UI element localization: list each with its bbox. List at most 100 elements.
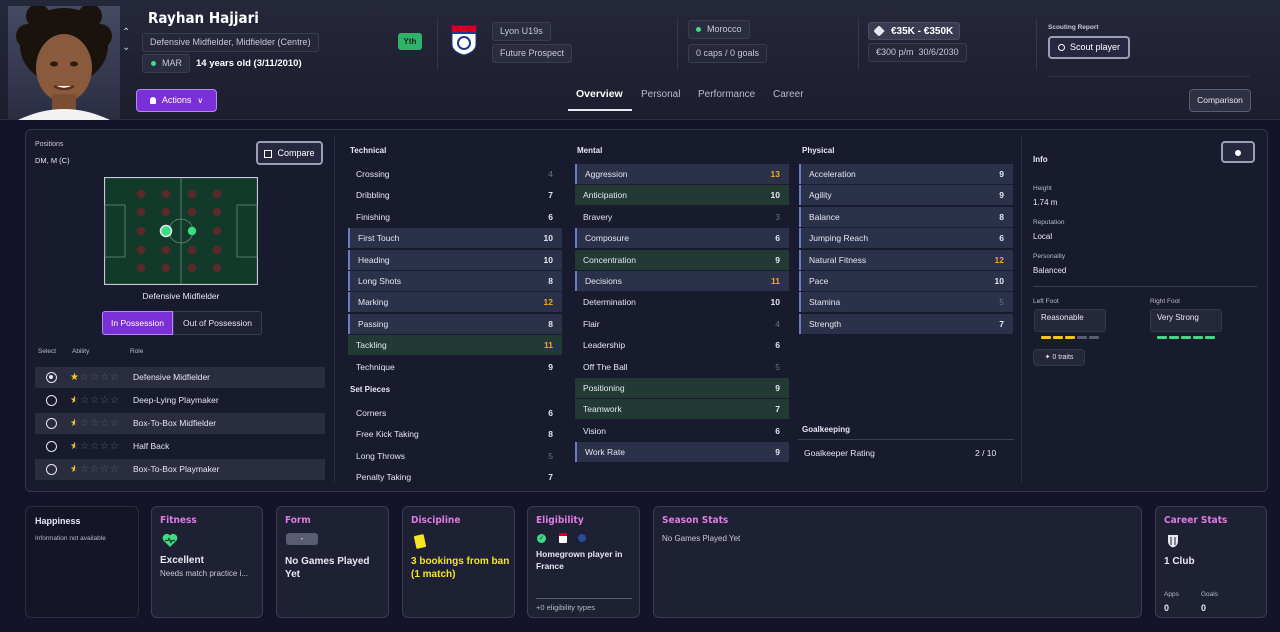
attribute-value: 9 [775,383,780,393]
attribute-name: Teamwork [583,404,622,415]
fitness-card[interactable]: Fitness Excellent Needs match practice i… [151,506,263,618]
star-icon: ☆ [100,395,109,406]
attribute-row-corners[interactable]: Corners 6 [348,403,562,423]
attribute-row-jumping-reach[interactable]: Jumping Reach 6 [799,228,1013,249]
technical-title: Technical [350,146,387,155]
attribute-value: 9 [999,190,1004,201]
attribute-row-flair[interactable]: Flair 4 [575,314,789,334]
out-of-possession-toggle[interactable]: Out of Possession [173,311,262,335]
attribute-row-anticipation[interactable]: Anticipation 10 [575,185,789,206]
federation-icon [578,534,586,542]
season-stats-card[interactable]: Season Stats No Games Played Yet [653,506,1142,618]
attribute-row-penalty-taking[interactable]: Penalty Taking 7 [348,467,562,487]
compare-button[interactable]: Compare [256,141,323,165]
attribute-row-vision[interactable]: Vision 6 [575,421,789,441]
role-radio[interactable] [46,395,57,406]
eligibility-title: Eligibility [536,515,584,526]
attribute-name: Acceleration [809,169,856,179]
shield-icon [1167,534,1179,553]
tab-performance[interactable]: Performance [698,89,756,100]
attribute-row-positioning[interactable]: Positioning 9 [575,378,789,398]
attribute-row-natural-fitness[interactable]: Natural Fitness 12 [799,249,1013,270]
star-icon: ☆ [90,441,99,452]
attribute-row-crossing[interactable]: Crossing 4 [348,164,562,184]
attribute-row-strength[interactable]: Strength 7 [799,313,1013,334]
attribute-row-aggression[interactable]: Aggression 13 [575,164,789,184]
happiness-card[interactable]: Happiness Information not available [25,506,139,618]
attribute-name: Strength [809,318,842,329]
nation-chip[interactable]: Morocco [688,20,750,39]
attribute-row-bravery[interactable]: Bravery 3 [575,207,789,227]
comparison-button[interactable]: Comparison [1189,89,1251,112]
attribute-row-off-the-ball[interactable]: Off The Ball 5 [575,357,789,377]
attribute-row-tackling[interactable]: Tackling 11 [348,335,562,356]
club-chip[interactable]: Lyon U19s [492,22,551,41]
attribute-row-first-touch[interactable]: First Touch 10 [348,228,562,249]
person-icon [149,97,156,105]
yellow-card-icon [413,534,427,549]
star-icon: ☆ [110,441,119,452]
attribute-row-stamina[interactable]: Stamina 5 [799,292,1013,313]
attribute-row-concentration[interactable]: Concentration 9 [575,249,789,270]
career-stats-card[interactable]: Career Stats 1 Club Apps 0 Goals 0 [1155,506,1267,618]
info-settings-button[interactable] [1221,141,1255,163]
youth-badge: Yth [398,33,422,50]
attribute-name: Agility [809,190,832,201]
attribute-row-balance[interactable]: Balance 8 [799,206,1013,227]
nation-dot-icon [151,61,156,67]
header-divider-line [1048,76,1250,77]
role-radio[interactable] [46,464,57,475]
attribute-row-passing[interactable]: Passing 8 [348,313,562,334]
attribute-name: Flair [583,318,600,329]
role-row-deep-lying-playmaker[interactable]: ☆ ★ ☆ ☆ ☆ ☆ Deep-Lying Playmaker [35,390,325,411]
attribute-row-long-shots[interactable]: Long Shots 8 [348,271,562,291]
role-row-half-back[interactable]: ☆ ★ ☆ ☆ ☆ ☆ Half Back [35,436,325,457]
info-title: Info [1033,155,1048,164]
heart-icon [162,533,178,553]
goalkeeping-title: Goalkeeping [802,425,851,434]
scout-player-button[interactable]: Scout player [1048,36,1130,59]
attribute-row-dribbling[interactable]: Dribbling 7 [348,185,562,205]
in-possession-toggle[interactable]: In Possession [102,311,173,335]
traits-button[interactable]: ✦ 0 traits [1033,349,1085,366]
personality-label: Personality [1033,253,1066,260]
discipline-card[interactable]: Discipline 3 bookings from ban (1 match) [402,506,515,618]
actions-button[interactable]: Actions ∨ [136,89,217,112]
club-logo[interactable] [450,24,478,56]
traits-label: 0 traits [1052,354,1074,361]
form-card[interactable]: Form - No Games Played Yet [276,506,389,618]
happiness-text: Information not available [35,535,106,542]
chevron-down-icon[interactable]: ⌄ [122,42,131,53]
chevron-up-icon[interactable]: ⌃ [122,27,131,38]
attribute-row-finishing[interactable]: Finishing 6 [348,207,562,227]
attribute-row-technique[interactable]: Technique 9 [348,357,562,377]
role-radio[interactable] [46,372,57,383]
attribute-row-free-kick-taking[interactable]: Free Kick Taking 8 [348,424,562,444]
attribute-row-composure[interactable]: Composure 6 [575,228,789,249]
attribute-row-leadership[interactable]: Leadership 6 [575,335,789,355]
attribute-row-agility[interactable]: Agility 9 [799,185,1013,206]
attribute-row-determination[interactable]: Determination 10 [575,292,789,312]
tab-career[interactable]: Career [773,89,804,100]
attribute-row-long-throws[interactable]: Long Throws 5 [348,446,562,466]
role-row-box-to-box-playmaker[interactable]: ☆ ★ ☆ ☆ ☆ ☆ Box-To-Box Playmaker [35,459,325,480]
attribute-name: Natural Fitness [809,254,867,265]
role-radio[interactable] [46,441,57,452]
tab-personal[interactable]: Personal [641,89,681,100]
role-radio[interactable] [46,418,57,429]
attribute-row-work-rate[interactable]: Work Rate 9 [575,442,789,463]
attribute-row-decisions[interactable]: Decisions 11 [575,271,789,291]
tab-overview[interactable]: Overview [576,88,623,100]
role-row-box-to-box-midfielder[interactable]: ☆ ★ ☆ ☆ ☆ ☆ Box-To-Box Midfielder [35,413,325,434]
scouting-report-label: Scouting Report [1048,24,1099,31]
role-row-defensive-midfielder[interactable]: ☆ ★ ☆ ☆ ☆ ☆ Defensive Midfielder [35,367,325,388]
attribute-row-acceleration[interactable]: Acceleration 9 [799,164,1013,184]
pitch-position-dot [161,207,171,217]
attribute-row-heading[interactable]: Heading 10 [348,249,562,270]
attribute-row-pace[interactable]: Pace 10 [799,271,1013,291]
attribute-row-teamwork[interactable]: Teamwork 7 [575,399,789,420]
positions-value: DM, M (C) [35,156,70,165]
eligibility-divider [536,598,632,599]
eligibility-card[interactable]: Eligibility ✓ Homegrown player in France… [527,506,640,618]
attribute-row-marking[interactable]: Marking 12 [348,292,562,313]
